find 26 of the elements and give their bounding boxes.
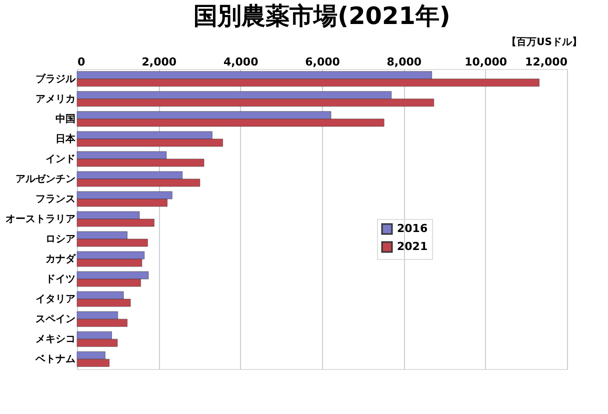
y-tick-label: オーストラリア bbox=[6, 214, 76, 225]
y-tick-label: アメリカ bbox=[36, 94, 76, 105]
y-tick-label: アルゼンチン bbox=[16, 174, 76, 185]
y-tick-label: メキシコ bbox=[36, 334, 76, 346]
y-tick-label: イタリア bbox=[36, 294, 76, 306]
chart-title: 国別農薬市場(2021年) bbox=[194, 2, 450, 30]
text: 【百万USドル】 bbox=[506, 36, 582, 48]
x-tick-label: 2,000 bbox=[142, 56, 177, 68]
y-tick-label: スペイン bbox=[36, 314, 76, 326]
y-tick-label: ドイツ bbox=[46, 274, 76, 286]
legend-label: 2021 bbox=[397, 240, 428, 253]
x-tick-label: 6,000 bbox=[305, 56, 340, 68]
y-tick-label: ブラジル bbox=[36, 72, 76, 85]
y-tick-label: インド bbox=[46, 154, 76, 165]
x-tick-label: 4,000 bbox=[223, 56, 259, 68]
y-tick-label: フランス bbox=[36, 194, 76, 205]
y-tick-label: ロシア bbox=[46, 234, 76, 246]
y-tick-label: 中国 bbox=[56, 112, 76, 125]
y-tick-label: 日本 bbox=[56, 132, 76, 145]
legend-label: 2016 bbox=[397, 222, 428, 235]
y-tick-label: カナダ bbox=[46, 253, 76, 266]
x-tick-label: 12,000 bbox=[525, 56, 568, 68]
y-tick-label: ベトナム bbox=[34, 354, 76, 366]
x-tick-label: 0 bbox=[78, 56, 86, 68]
x-tick-label: 8,000 bbox=[386, 56, 422, 68]
x-tick-label: 10,000 bbox=[464, 56, 508, 68]
